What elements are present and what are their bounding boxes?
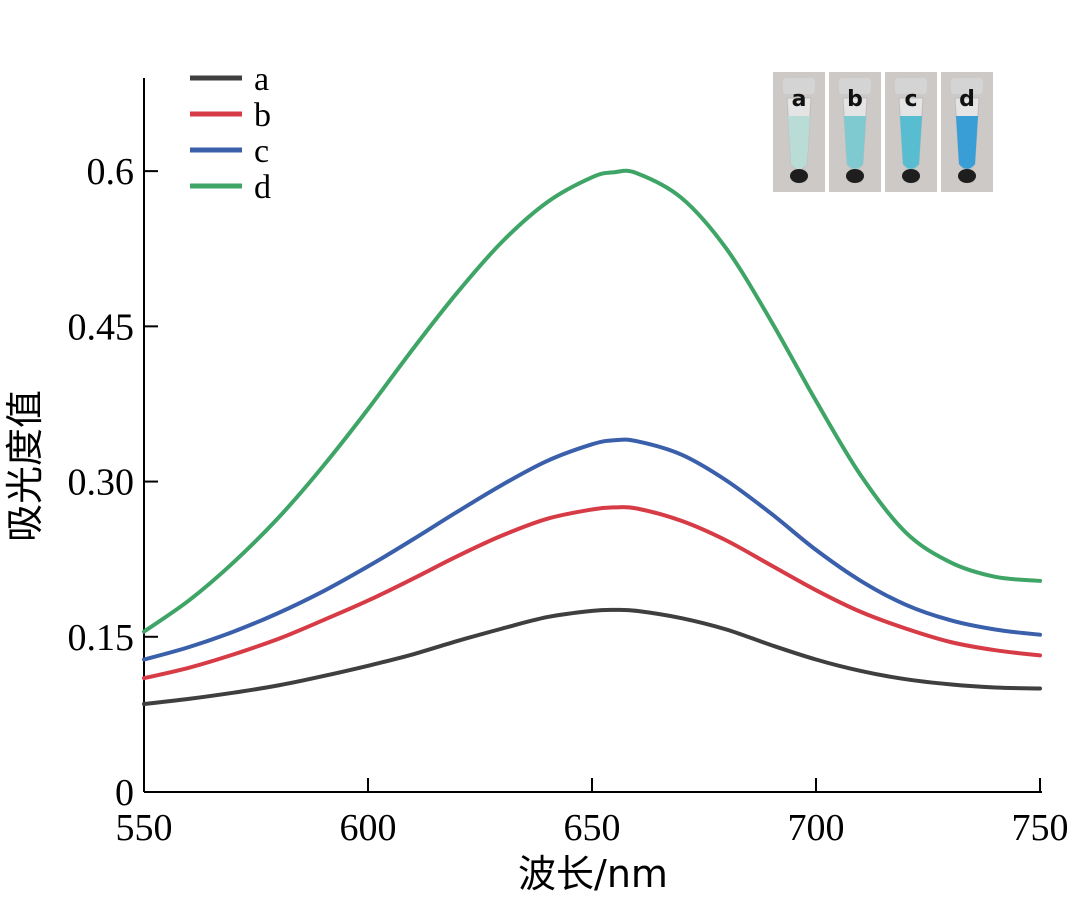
tube-cap [951,78,983,94]
x-tick-label: 750 [1012,807,1069,849]
legend-label-a: a [254,61,269,98]
x-tick-label: 700 [788,807,845,849]
y-ticks: 0 0.15 0.30 0.45 0.6 [68,151,158,814]
tube-liquid [844,116,866,169]
tube-liquid [900,116,922,169]
x-ticks: 550 600 650 700 750 [116,778,1069,849]
x-axis-title: 波长/nm [518,852,668,896]
series-lines [142,168,1042,706]
y-tick-label: 0.6 [87,151,135,193]
tube-liquid [788,116,810,169]
legend-label-b: b [254,97,271,134]
inset-label-d: d [959,87,975,112]
inset-photo: a b c d [773,72,993,192]
inset-tube-d: d [941,72,993,192]
inset-tube-c: c [885,72,937,192]
magnetic-bead-pellet [790,169,808,183]
magnetic-bead-pellet [958,169,976,183]
y-tick-label: 0.45 [68,306,135,348]
legend-label-c: c [254,133,269,170]
inset-label-b: b [847,87,863,112]
tube-cap [895,78,927,94]
x-tick-label: 550 [116,807,173,849]
y-axis-title: 吸光度值 [3,390,47,542]
series-line-b [142,505,1042,681]
tube-cap [783,78,815,94]
legend-label-d: d [254,169,271,206]
inset-tube-b: b [829,72,881,192]
series-line-c [142,437,1042,662]
tube-cap [839,78,871,94]
magnetic-bead-pellet [846,169,864,183]
inset-label-c: c [904,87,917,112]
magnetic-bead-pellet [902,169,920,183]
series-line-a [142,607,1042,706]
y-tick-label: 0.30 [68,462,135,504]
x-tick-label: 650 [564,807,621,849]
series-line-d [142,168,1042,634]
tube-liquid [956,116,978,169]
x-tick-label: 600 [340,807,397,849]
inset-label-a: a [792,87,807,112]
y-tick-label: 0.15 [68,617,135,659]
y-tick-label: 0 [115,772,134,814]
inset-tube-a: a [773,72,825,192]
